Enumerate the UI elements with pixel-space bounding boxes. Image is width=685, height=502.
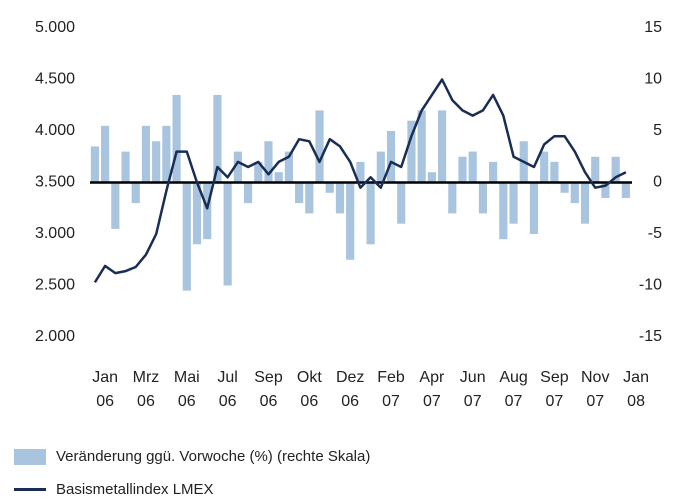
y-tick-label: 2.500 xyxy=(35,277,75,294)
bar xyxy=(560,182,569,193)
legend-label: Basismetallindex LMEX xyxy=(56,481,214,498)
bar xyxy=(346,182,355,260)
x-tick-label: Jan 06 xyxy=(92,369,118,410)
x-tick-label: Jun 07 xyxy=(459,369,486,410)
bar xyxy=(376,151,385,183)
y2-tick-label: -10 xyxy=(639,277,662,294)
bar xyxy=(417,110,426,183)
bar xyxy=(243,182,253,204)
bar xyxy=(489,161,498,183)
x-tick-label: Mrz 06 xyxy=(132,369,160,410)
bar xyxy=(437,110,447,183)
line xyxy=(93,78,627,284)
x-tick-label: Okt 06 xyxy=(296,369,322,410)
bar xyxy=(621,182,630,198)
bar xyxy=(305,182,314,214)
x-tick-label: Aug 07 xyxy=(499,369,528,410)
bar xyxy=(90,146,99,183)
legend-line: Basismetallindex LMEX xyxy=(14,481,214,498)
plot-area: 2.000 2.500 3.000 3.500 4.000 4.500 5.000 -15 -1… xyxy=(35,19,662,345)
bar xyxy=(213,94,222,183)
y-tick-label: 4.000 xyxy=(35,122,75,139)
bar xyxy=(570,182,579,204)
bar xyxy=(111,182,120,229)
bar xyxy=(233,151,242,183)
bar xyxy=(192,182,202,245)
x-tick-label: Mai 06 xyxy=(173,369,200,410)
bar xyxy=(509,182,518,224)
bar xyxy=(601,182,610,198)
bar xyxy=(223,182,232,286)
x-tick-label: Feb 07 xyxy=(377,369,405,410)
bar xyxy=(427,172,436,183)
bar xyxy=(591,156,600,183)
bar xyxy=(131,182,140,204)
y-tick-label: 5.000 xyxy=(35,19,75,36)
bar xyxy=(366,182,375,245)
x-tick-label: Jan 08 xyxy=(623,369,649,410)
bar xyxy=(284,151,293,183)
y-tick-label: 3.500 xyxy=(35,174,75,191)
bar xyxy=(478,182,488,214)
bar xyxy=(468,151,477,183)
y2-tick-label: 0 xyxy=(653,174,662,191)
bar xyxy=(529,182,539,234)
bar xyxy=(315,110,324,183)
bar xyxy=(172,94,181,183)
x-tick-label: Sep 06 xyxy=(254,369,283,410)
x-tick-label: Dez 06 xyxy=(335,369,365,410)
bar xyxy=(295,182,304,204)
x-tick-label: Apr 07 xyxy=(419,369,445,410)
y-tick-label: 3.000 xyxy=(35,225,75,242)
bar xyxy=(499,182,508,240)
y-tick-label: 4.500 xyxy=(35,71,75,88)
bar xyxy=(550,161,559,183)
legend-bar: Veränderung ggü. Vorwoche (%) (rechte Sk… xyxy=(14,448,370,465)
legend-label: Veränderung ggü. Vorwoche (%) (rechte Sk… xyxy=(56,448,371,465)
y2-tick-label: 15 xyxy=(644,19,662,36)
bar xyxy=(182,182,191,291)
x-tick-label: Nov 07 xyxy=(581,369,610,410)
x-tick-label: Sep 07 xyxy=(540,369,569,410)
bar xyxy=(611,156,620,183)
bar xyxy=(152,141,161,183)
y2-tick-label: -5 xyxy=(648,225,662,242)
bar xyxy=(101,125,110,183)
y-tick-label: 2.000 xyxy=(35,328,75,345)
y2-tick-label: -15 xyxy=(639,328,662,345)
bar xyxy=(264,141,273,183)
bar xyxy=(386,131,396,183)
bar xyxy=(274,172,283,183)
bar xyxy=(397,182,406,224)
x-tick-label: Jul 06 xyxy=(217,369,238,410)
bar xyxy=(325,182,334,193)
bar xyxy=(335,182,345,214)
bar xyxy=(407,120,416,183)
bar xyxy=(448,182,457,214)
y2-tick-label: 10 xyxy=(644,71,662,88)
bar xyxy=(162,125,171,183)
bar xyxy=(203,182,212,240)
y2-tick-label: 5 xyxy=(653,122,662,139)
bar xyxy=(356,161,365,183)
bar xyxy=(580,182,590,224)
legend-swatch xyxy=(14,448,46,465)
bar xyxy=(141,125,151,183)
legend-swatch xyxy=(14,488,46,491)
bar xyxy=(540,151,549,183)
bar xyxy=(121,151,130,183)
bar xyxy=(458,156,467,183)
bar xyxy=(254,161,263,183)
